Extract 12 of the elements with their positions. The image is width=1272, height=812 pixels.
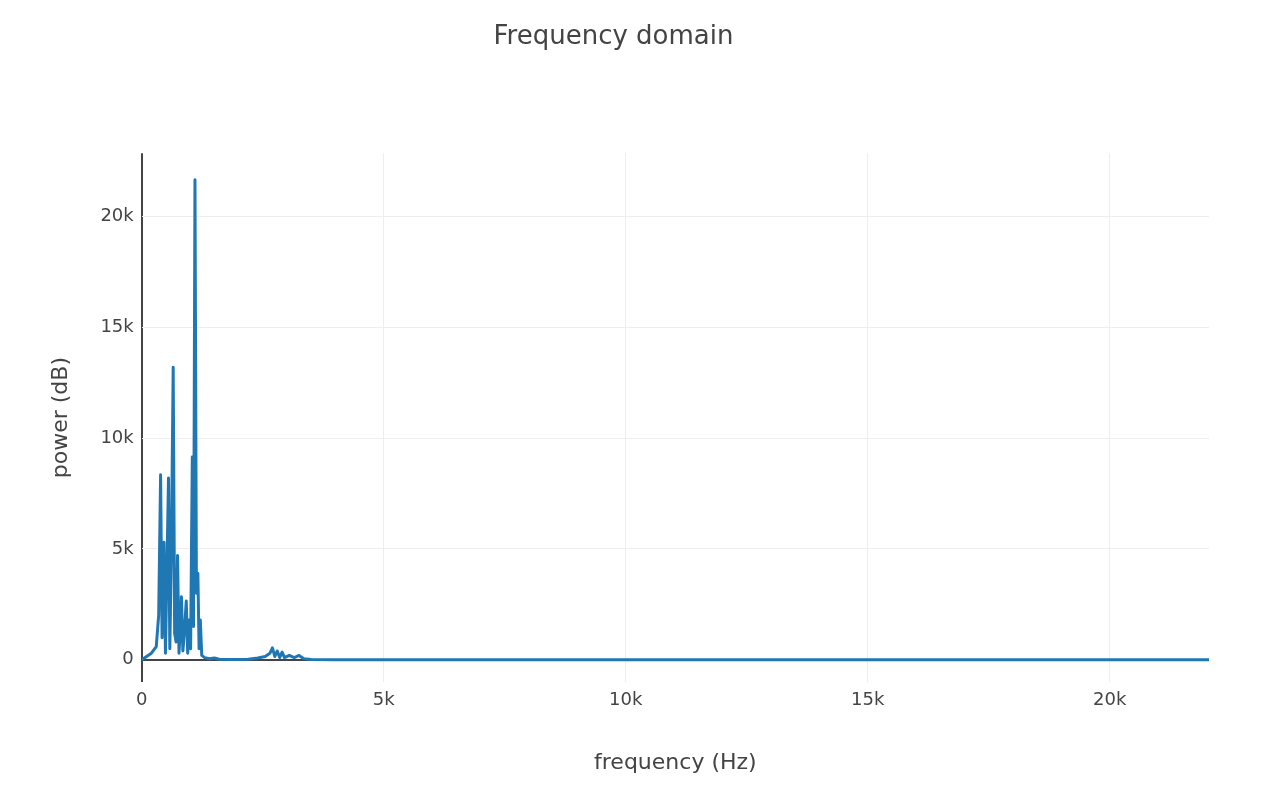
x-tick-label: 15k [851,688,885,710]
y-tick-label: 20k [100,204,135,226]
chart-title: Frequency domain [493,20,734,51]
x-axis-title: frequency (Hz) [594,748,757,774]
x-tick-label: 20k [1093,688,1128,710]
y-axis-title: power (dB) [46,356,72,479]
x-tick-label: 5k [372,688,396,710]
y-tick-label: 5k [111,536,135,558]
y-tick-label: 15k [100,314,135,336]
y-tick-label: 10k [100,425,135,447]
x-tick-label: 10k [609,688,643,710]
y-tick-label: 0 [122,647,134,669]
